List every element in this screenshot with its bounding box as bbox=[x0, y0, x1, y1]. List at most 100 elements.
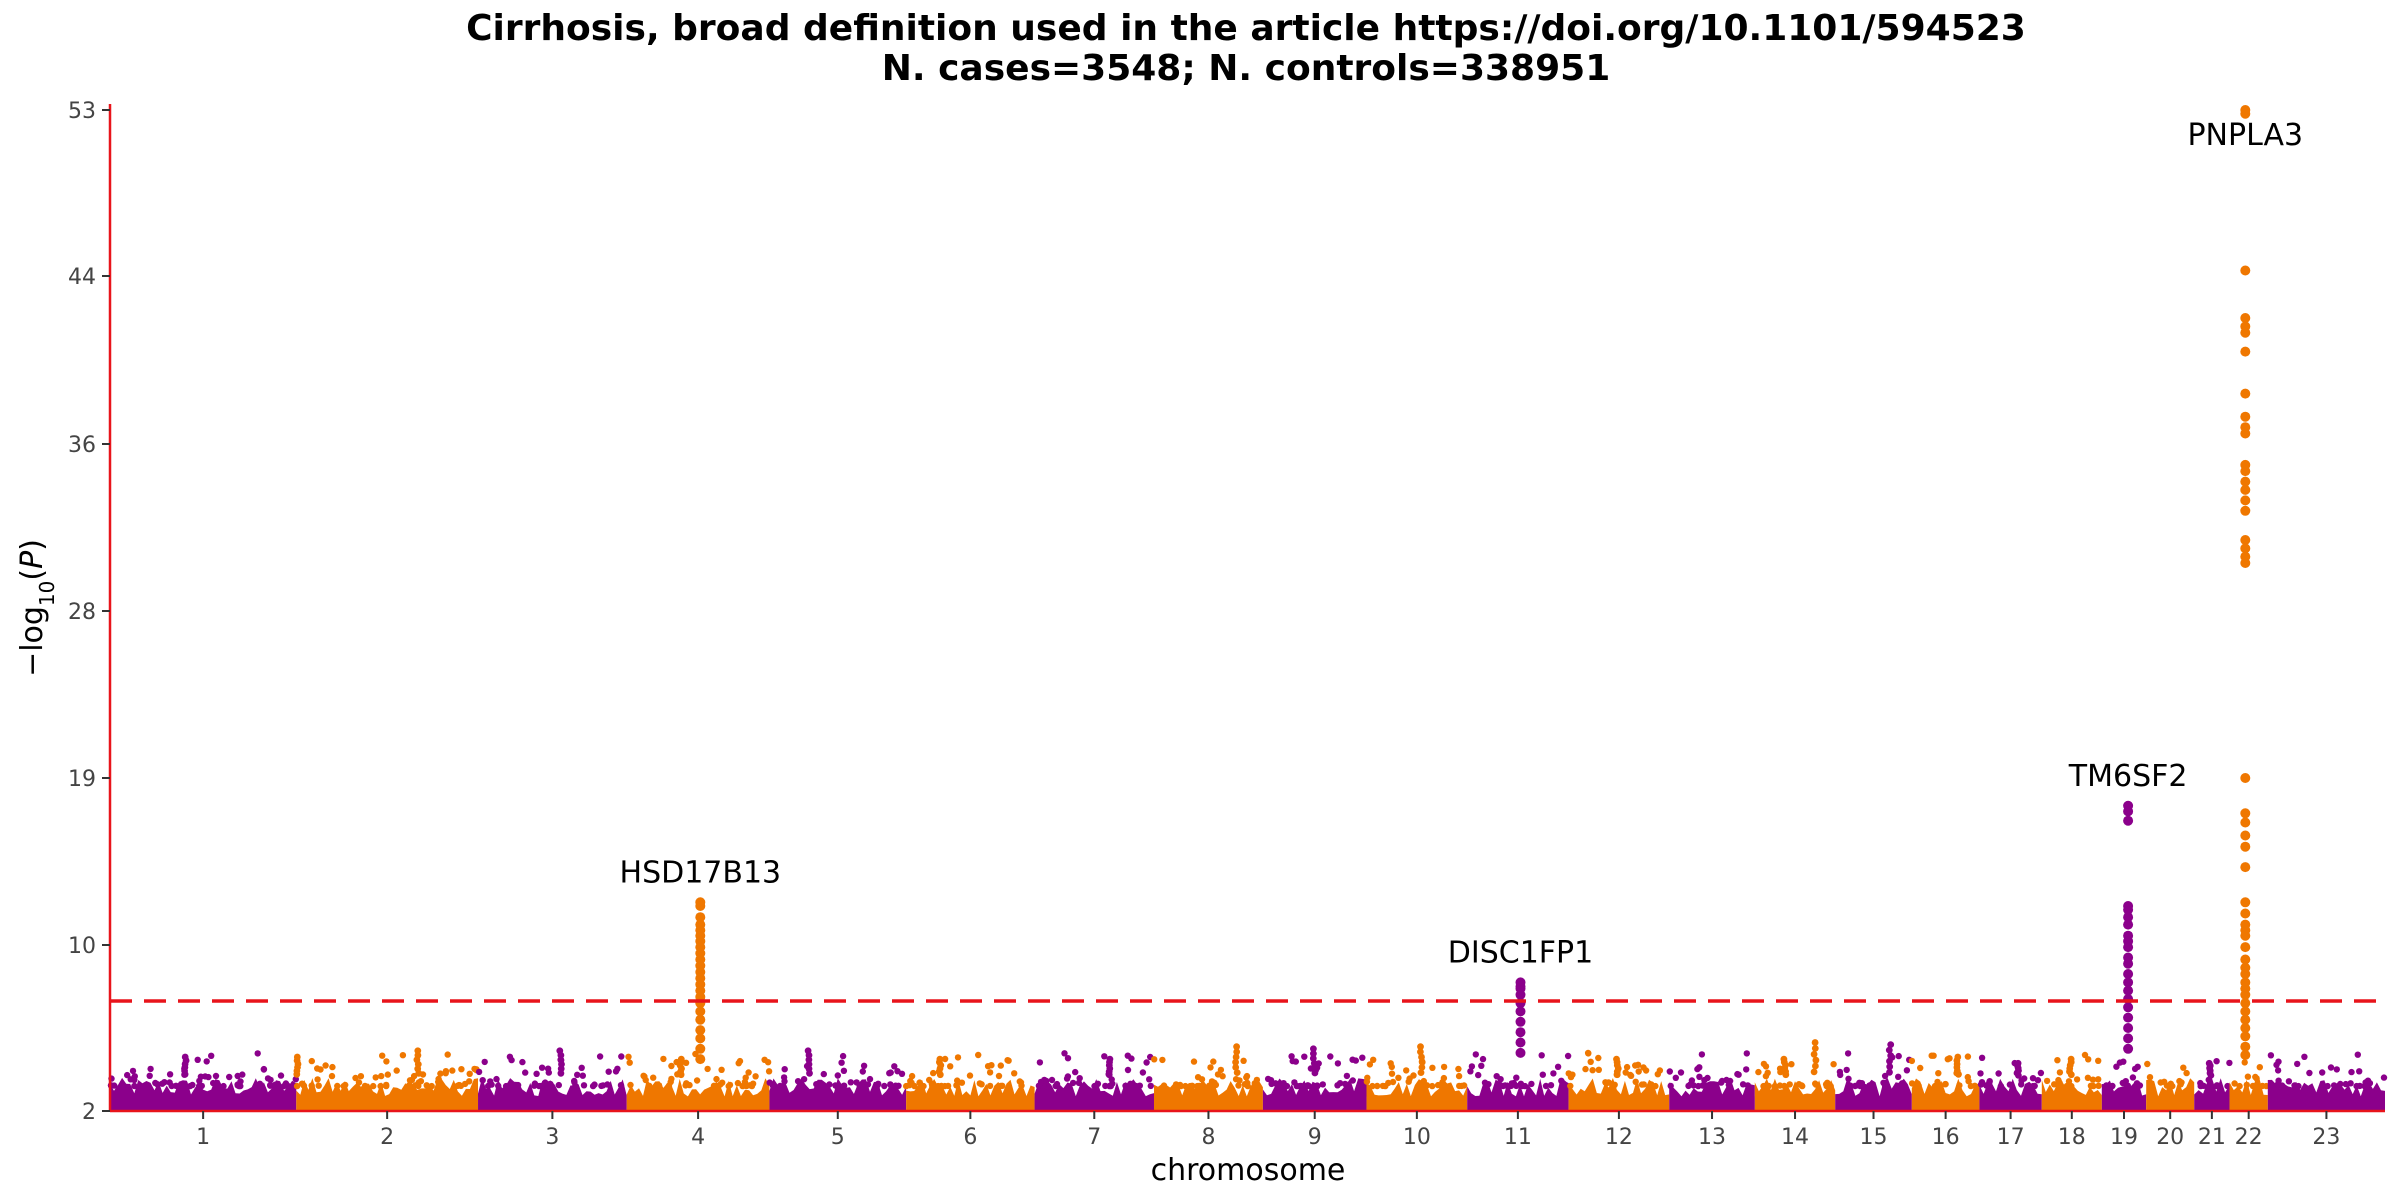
data-point bbox=[2274, 1081, 2282, 1088]
chromosome-band-1 bbox=[110, 1096, 297, 1111]
data-point bbox=[598, 1082, 605, 1090]
data-point bbox=[129, 1067, 137, 1075]
data-point bbox=[2267, 1052, 2275, 1059]
data-point bbox=[2333, 1066, 2340, 1073]
data-point bbox=[2095, 1076, 2102, 1083]
data-point bbox=[1190, 1058, 1198, 1065]
data-point bbox=[2095, 1082, 2102, 1090]
data-point bbox=[2180, 1064, 2187, 1071]
data-point bbox=[839, 1052, 847, 1060]
data-point bbox=[423, 1082, 430, 1089]
data-point bbox=[859, 1068, 866, 1075]
data-point bbox=[1091, 1082, 1098, 1090]
data-point bbox=[449, 1067, 456, 1074]
data-point bbox=[417, 1078, 425, 1085]
hit-point-HSD17B13 bbox=[695, 1033, 706, 1044]
data-point bbox=[1455, 1065, 1462, 1073]
significant-hits bbox=[695, 105, 2251, 1065]
data-point bbox=[322, 1062, 329, 1069]
hit-point-DISC1FP1 bbox=[1515, 989, 1526, 1000]
data-point bbox=[660, 1055, 667, 1063]
data-point bbox=[210, 1079, 217, 1087]
data-point bbox=[1061, 1050, 1068, 1057]
data-point bbox=[1699, 1082, 1706, 1089]
data-point bbox=[1127, 1080, 1134, 1088]
hit-point-HSD17B13 bbox=[695, 1025, 706, 1036]
data-point bbox=[1908, 1080, 1916, 1087]
data-point bbox=[1341, 1080, 1349, 1088]
data-point bbox=[1538, 1052, 1545, 1059]
data-point bbox=[555, 1081, 562, 1089]
data-point bbox=[2014, 1059, 2022, 1067]
hit-point-PNPLA3 bbox=[2240, 1014, 2251, 1025]
hit-point-PNPLA3 bbox=[2240, 476, 2251, 487]
data-point bbox=[1694, 1065, 1701, 1073]
data-point bbox=[1836, 1068, 1844, 1076]
data-point bbox=[2348, 1068, 2355, 1076]
hit-point-TM6SF2 bbox=[2123, 969, 2134, 979]
data-point bbox=[203, 1058, 210, 1065]
hit-point-TM6SF2 bbox=[2123, 1012, 2134, 1023]
data-point bbox=[1743, 1066, 1750, 1073]
hit-point-PNPLA3 bbox=[2240, 428, 2251, 439]
data-point bbox=[1388, 1063, 1396, 1071]
data-point bbox=[1956, 1082, 1963, 1089]
data-point bbox=[1954, 1053, 1962, 1061]
data-point bbox=[1395, 1074, 1402, 1082]
data-point bbox=[2337, 1080, 2344, 1088]
data-point bbox=[1944, 1056, 1952, 1063]
data-point bbox=[1143, 1059, 1150, 1066]
data-point bbox=[1558, 1077, 1565, 1085]
hit-point-HSD17B13 bbox=[695, 1054, 706, 1065]
gene-label-DISC1FP1: DISC1FP1 bbox=[1448, 935, 1593, 970]
data-point bbox=[1128, 1055, 1135, 1062]
data-point bbox=[329, 1063, 336, 1071]
data-point bbox=[1403, 1067, 1410, 1074]
data-point bbox=[466, 1070, 473, 1078]
data-point bbox=[1458, 1082, 1465, 1090]
chromosome-band-5 bbox=[769, 1096, 907, 1111]
data-point bbox=[293, 1053, 301, 1061]
data-point bbox=[2226, 1059, 2233, 1067]
data-point bbox=[995, 1072, 1003, 1080]
data-point bbox=[522, 1069, 529, 1076]
data-point bbox=[1305, 1082, 1313, 1090]
data-point bbox=[1418, 1053, 1425, 1061]
data-point bbox=[196, 1082, 203, 1090]
chromosome-band-20 bbox=[2146, 1096, 2195, 1111]
gene-label-HSD17B13: HSD17B13 bbox=[620, 855, 782, 890]
data-point bbox=[1595, 1066, 1603, 1074]
data-point bbox=[1352, 1057, 1360, 1064]
data-point bbox=[172, 1082, 180, 1090]
chromosome-band-22 bbox=[2229, 1096, 2268, 1111]
data-point bbox=[746, 1082, 753, 1089]
data-point bbox=[1467, 1068, 1474, 1075]
data-point bbox=[941, 1055, 949, 1063]
data-point bbox=[840, 1082, 847, 1090]
chromosome-band-11 bbox=[1467, 1096, 1569, 1111]
data-point bbox=[414, 1047, 422, 1055]
y-tick-label: 28 bbox=[68, 600, 96, 625]
chromosome-band-top-13 bbox=[1669, 1078, 1755, 1097]
chromosome-band-12 bbox=[1568, 1096, 1670, 1111]
chromosome-band-top-11 bbox=[1467, 1078, 1569, 1097]
data-point bbox=[1866, 1082, 1873, 1089]
data-point bbox=[2236, 1082, 2243, 1090]
x-tick-label-13: 13 bbox=[1698, 1125, 1726, 1150]
data-point bbox=[1765, 1082, 1772, 1090]
data-point bbox=[1547, 1082, 1555, 1089]
data-point bbox=[574, 1071, 581, 1079]
data-point bbox=[212, 1072, 220, 1080]
data-point bbox=[975, 1051, 982, 1059]
data-point bbox=[1672, 1074, 1680, 1082]
data-point bbox=[580, 1082, 588, 1089]
data-point bbox=[1652, 1082, 1659, 1090]
data-point bbox=[1887, 1041, 1895, 1048]
data-point bbox=[538, 1064, 546, 1071]
data-point bbox=[930, 1069, 937, 1077]
data-point bbox=[1788, 1061, 1795, 1068]
data-point bbox=[1786, 1081, 1793, 1088]
data-point bbox=[256, 1080, 264, 1088]
data-point bbox=[2330, 1082, 2338, 1089]
